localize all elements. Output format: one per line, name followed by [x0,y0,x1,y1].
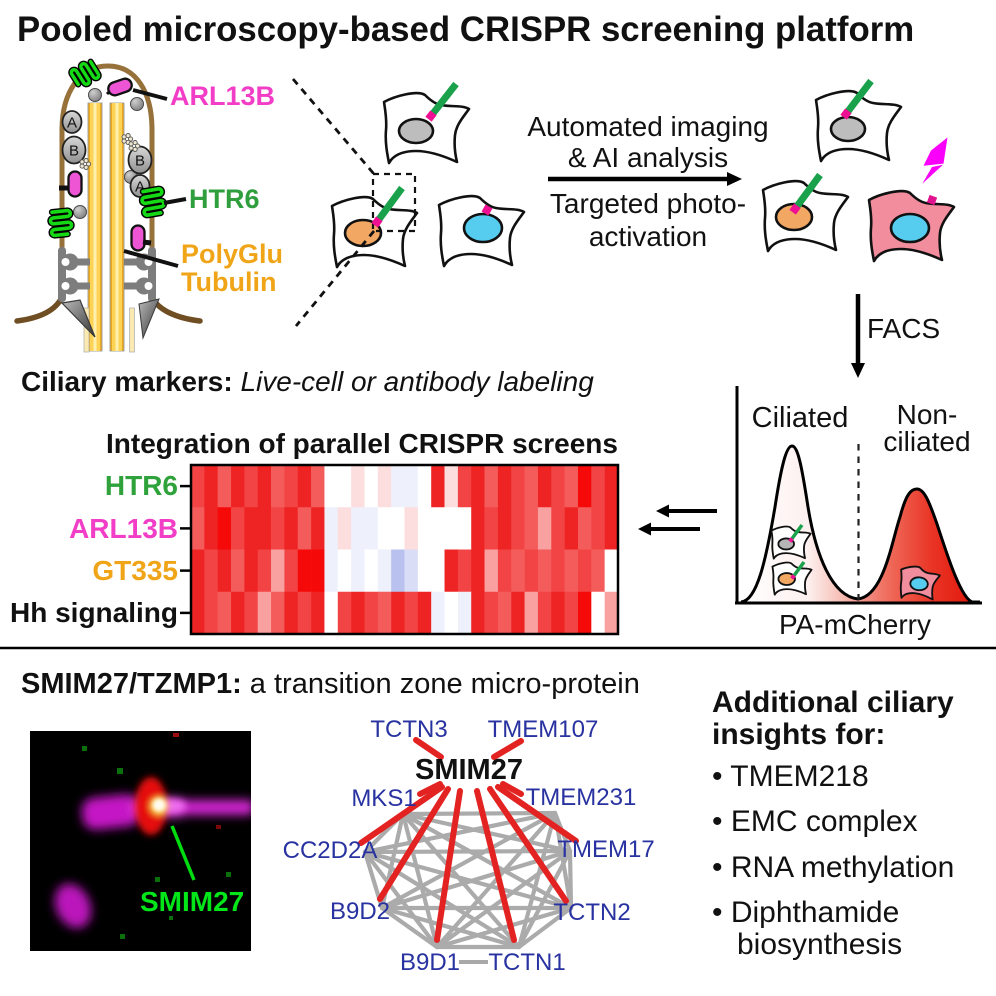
svg-text:activation: activation [589,221,707,252]
svg-text:• EMC complex: • EMC complex [712,805,918,838]
svg-text:PolyGlu: PolyGlu [181,239,283,269]
svg-text:A: A [135,179,145,196]
svg-text:MKS1: MKS1 [351,785,416,812]
svg-text:TCTN3: TCTN3 [370,716,447,743]
svg-text:Ciliated: Ciliated [752,402,849,434]
svg-text:• RNA methylation: • RNA methylation [712,851,954,884]
svg-text:CC2D2A: CC2D2A [283,837,378,864]
svg-text:Tubulin: Tubulin [181,267,276,297]
svg-text:Automated imaging: Automated imaging [527,111,768,142]
svg-text:TCTN2: TCTN2 [553,899,630,926]
svg-text:• TMEM218: • TMEM218 [712,760,869,793]
svg-text:• Diphthamide: • Diphthamide [712,896,899,929]
svg-text:FACS: FACS [867,313,940,344]
svg-text:A: A [67,115,77,132]
svg-text:Integration of parallel CRISPR: Integration of parallel CRISPR screens [106,428,618,459]
svg-text:Non-: Non- [897,399,958,430]
svg-text:SMIM27: SMIM27 [140,886,244,917]
svg-text:Targeted photo-: Targeted photo- [550,188,746,219]
svg-text:Additional ciliary: Additional ciliary [712,686,954,719]
svg-text:Hh signaling: Hh signaling [10,597,178,628]
svg-text:GT335: GT335 [92,555,178,586]
svg-text:ARL13B: ARL13B [69,513,178,544]
svg-text:Ciliary markers: Live-cell or: Ciliary markers: Live-cell or antibody l… [21,366,594,397]
svg-text:B: B [135,153,145,170]
svg-text:& AI analysis: & AI analysis [568,142,728,173]
svg-text:TCTN1: TCTN1 [488,949,565,976]
svg-text:insights for:: insights for: [712,718,885,751]
svg-text:HTR6: HTR6 [105,470,178,501]
svg-text:Pooled microscopy-based CRISPR: Pooled microscopy-based CRISPR screening… [17,10,914,49]
svg-text:ARL13B: ARL13B [170,81,275,111]
svg-text:HTR6: HTR6 [189,184,260,214]
svg-text:B9D1: B9D1 [400,949,460,976]
svg-text:SMIM27: SMIM27 [415,754,523,786]
svg-text:TMEM231: TMEM231 [526,784,637,811]
svg-text:B9D2: B9D2 [330,898,390,925]
svg-text:TMEM17: TMEM17 [557,836,654,863]
svg-text:PA-mCherry: PA-mCherry [779,609,931,640]
svg-text:B: B [69,143,79,160]
svg-text:TMEM107: TMEM107 [488,716,599,743]
svg-text:biosynthesis: biosynthesis [737,928,902,961]
svg-text:ciliated: ciliated [883,426,970,457]
svg-text:SMIM27/TZMP1: a transition zon: SMIM27/TZMP1: a transition zone micro-pr… [21,668,640,700]
